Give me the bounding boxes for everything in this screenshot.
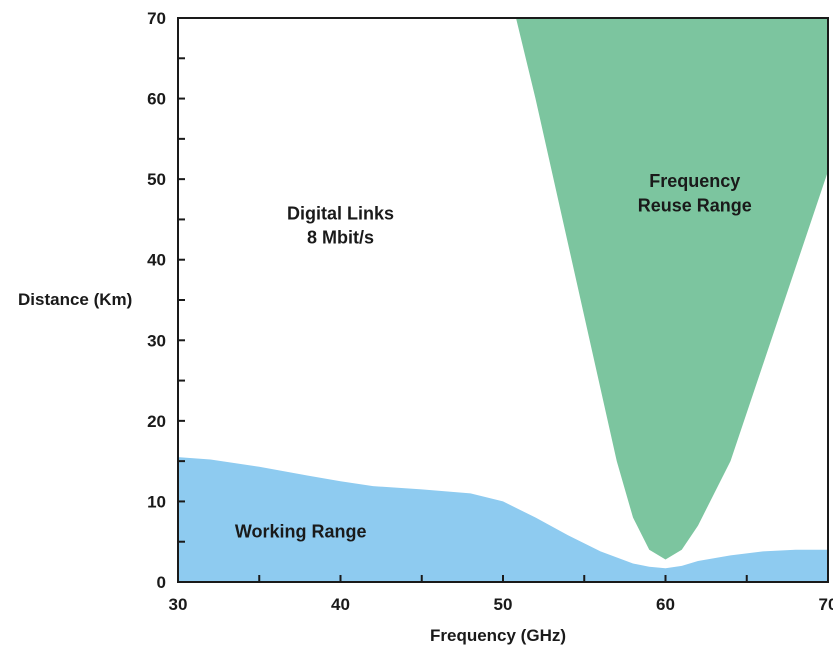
- ticks-layer: [177, 17, 829, 583]
- annotations-layer: Digital Links 8 Mbit/s Frequency Reuse Rang…: [235, 171, 752, 541]
- y-tick-label: 20: [147, 412, 166, 431]
- y-axis-label: Distance (Km): [18, 290, 132, 309]
- annotation: 8 Mbit/s: [307, 228, 374, 248]
- x-tick-label: 70: [819, 595, 833, 614]
- y-tick-label: 0: [157, 573, 166, 592]
- labels-layer: 30 40 50 60 70 0 10 20 30 40 50 60 70: [147, 9, 833, 614]
- x-tick-label: 60: [656, 595, 675, 614]
- annotation: Frequency: [649, 171, 740, 191]
- y-tick-label: 50: [147, 170, 166, 189]
- x-axis-label: Frequency (GHz): [430, 626, 566, 645]
- x-tick-label: 50: [494, 595, 513, 614]
- x-tick-label: 40: [331, 595, 350, 614]
- annotation: Digital Links: [287, 203, 394, 223]
- areas-layer: [178, 18, 828, 582]
- x-tick-label: 30: [169, 595, 188, 614]
- area-frequency-reuse-range: [516, 18, 828, 560]
- annotation: Reuse Range: [638, 195, 752, 215]
- y-tick-label: 60: [147, 90, 166, 109]
- y-tick-label: 40: [147, 251, 166, 270]
- annotation: Working Range: [235, 522, 367, 542]
- y-tick-label: 10: [147, 492, 166, 511]
- area-working-range: [178, 457, 828, 582]
- y-tick-label: 30: [147, 331, 166, 350]
- y-tick-label: 70: [147, 9, 166, 28]
